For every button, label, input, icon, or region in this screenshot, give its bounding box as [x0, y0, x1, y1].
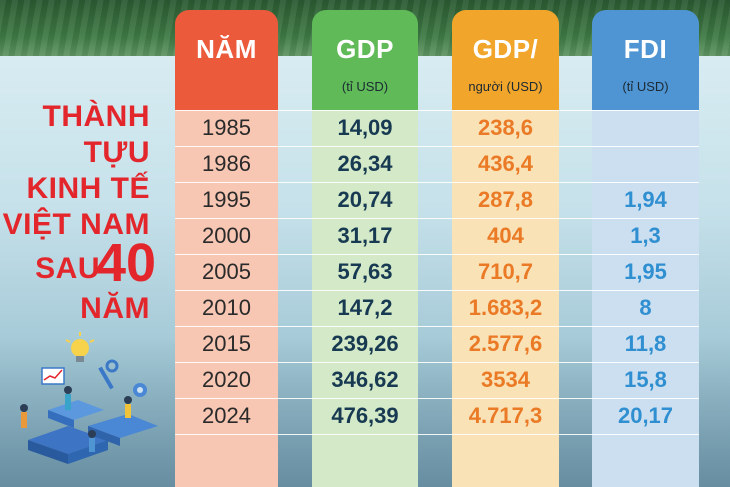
table-cell-year: 2005: [202, 259, 251, 284]
header-gdp-per-capita-unit: người (USD): [468, 79, 543, 94]
table-cell-gdp: 476,39: [331, 403, 399, 428]
table-cell-year: 2000: [202, 223, 251, 248]
column-gdp: GDP (tỉ USD): [312, 10, 418, 487]
title-line-1: THÀNH: [42, 100, 150, 133]
table-cell-fdi: 11,8: [624, 331, 667, 356]
table-cell-gdpp: 436,4: [477, 151, 534, 176]
header-gdp-unit: (tỉ USD): [341, 79, 389, 94]
table-cell-year: 2010: [202, 295, 251, 320]
table-cell-year: 2015: [202, 331, 251, 356]
title-line-6: NĂM: [80, 292, 150, 325]
table-cell-gdp: 346,62: [331, 367, 399, 392]
header-gdp: GDP (tỉ USD): [312, 10, 418, 110]
column-gdp-per-capita: GDP/ người (USD): [452, 10, 559, 487]
header-gdp-title: GDP: [336, 34, 394, 64]
row-divider: [175, 182, 699, 183]
table-cell-gdpp: 1.683,2: [468, 295, 543, 320]
table-cell-gdp: 14,09: [337, 115, 393, 140]
table-cell-gdpp: 3534: [481, 367, 530, 392]
title-number-40: 40: [96, 233, 157, 293]
title-line-5: SAU: [35, 252, 100, 285]
column-gdp-body: [312, 110, 418, 487]
table-cell-gdp: 239,26: [331, 331, 399, 356]
header-gdp-per-capita: GDP/ người (USD): [452, 10, 559, 110]
row-divider: [175, 398, 699, 399]
title-line-2: TỰU: [83, 136, 150, 169]
table-cell-fdi: 1,94: [624, 187, 667, 212]
column-fdi-body: [592, 110, 699, 487]
column-year: NĂM: [175, 10, 278, 487]
table-cell-gdpp: 4.717,3: [468, 403, 543, 428]
wrench-icon: [98, 359, 119, 390]
table-cell-year: 1986: [202, 151, 251, 176]
header-fdi-title: FDI: [623, 34, 668, 64]
table-cell-gdp: 31,17: [337, 223, 393, 248]
column-year-body: [175, 110, 278, 487]
title-line-3: KINH TẾ: [26, 172, 150, 205]
table-cell-gdp: 20,74: [337, 187, 393, 212]
gear-icon: [133, 383, 147, 397]
table-cell-year: 2020: [202, 367, 251, 392]
column-gdp-per-capita-body: [452, 110, 559, 487]
table-cell-fdi: [592, 147, 699, 181]
lightbulb-icon: [65, 332, 95, 362]
table-cell-gdpp: 404: [487, 223, 524, 248]
row-divider: [175, 434, 699, 435]
row-divider: [175, 326, 699, 327]
table-cell-gdp: 147,2: [337, 295, 393, 320]
row-divider: [175, 362, 699, 363]
chart-board-icon: [41, 367, 65, 385]
column-fdi: FDI (tỉ USD): [592, 10, 699, 487]
table-cell-year: 2024: [202, 403, 251, 428]
row-divider: [175, 218, 699, 219]
header-fdi: FDI (tỉ USD): [592, 10, 699, 110]
header-year-title: NĂM: [196, 34, 257, 64]
row-divider: [175, 290, 699, 291]
table-cell-gdpp: 710,7: [477, 259, 534, 284]
row-divider: [175, 146, 699, 147]
table-cell-gdpp: 2.577,6: [468, 331, 543, 356]
table-cell-fdi: 1,3: [630, 223, 661, 248]
people-figures: [20, 386, 132, 452]
table-cell-fdi: [592, 111, 699, 145]
table-cell-year: 1995: [202, 187, 251, 212]
table-cell-fdi: 8: [639, 295, 652, 320]
row-divider: [175, 254, 699, 255]
row-divider: [175, 110, 699, 111]
title-line-4: VIỆT NAM: [2, 208, 150, 241]
platform-blocks: [28, 400, 158, 464]
table-cell-fdi: 15,8: [624, 367, 667, 392]
header-year: NĂM: [175, 10, 278, 110]
business-illustration: [20, 332, 158, 464]
header-gdp-per-capita-title: GDP/: [472, 34, 539, 64]
table-cell-gdp: 57,63: [337, 259, 393, 284]
table-cell-gdpp: 287,8: [477, 187, 534, 212]
table-cell-gdp: 26,34: [337, 151, 393, 176]
table-cell-gdpp: 238,6: [477, 115, 534, 140]
header-fdi-unit: (tỉ USD): [622, 79, 669, 94]
table-cell-fdi: 20,17: [617, 403, 674, 428]
table-cell-year: 1985: [202, 115, 251, 140]
table-cell-fdi: 1,95: [624, 259, 667, 284]
